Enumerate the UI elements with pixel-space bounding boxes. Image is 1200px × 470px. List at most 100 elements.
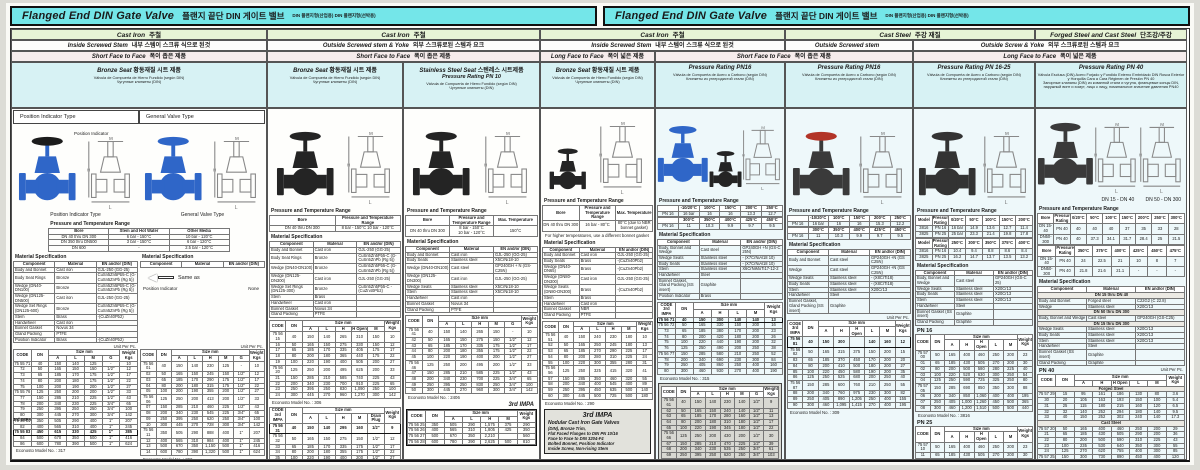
table-row: Stem Stainless steel X20Cr13 — [915, 297, 1033, 304]
table-row: Body Seats Stainless steel - (X8CrTi18) — [787, 281, 911, 288]
table-row: 75 56 32 50 165 150 275 150 1/2" 12 — [268, 433, 402, 445]
table-row: DN 600-2.5 bar - 120°C — [48, 245, 230, 252]
econosto-model: Econosto Model No. : 306 — [272, 399, 322, 405]
table-row: 75 56 81 40 150 300 140 160 12 — [786, 336, 912, 348]
table-row: Body Seats Stainless steel - (X7CrNiAl18 1… — [657, 260, 783, 268]
valve-photo — [412, 128, 471, 206]
size-table-pn16: CODE DN Size mm Weight Kgs A H H Open L M 75 57 0… — [915, 333, 1033, 412]
table-row: 703004452706953003/4"148 — [661, 457, 779, 459]
valve-drawing — [347, 132, 394, 206]
table-row: 75 56 82 50 165 315 375 150 200 15 — [786, 346, 912, 359]
table-row: Wedge Seats Stainless steel X5CrNi18-10 — [405, 283, 538, 291]
pressure-temperature-table-b: 300°C 350°C 400°C 425°C 450°C PN 16 11 10.3 9.9 9… — [787, 227, 911, 240]
table-row: Component Material EN and/or (DIN) — [139, 260, 266, 268]
tab-position-indicator-type: Position Indicator Type — [13, 110, 139, 124]
table-row: CODE DN Size mm Weight Kgs — [140, 349, 265, 362]
valve-photo — [549, 146, 587, 196]
table-row: 23 250 395 250 830 1,090 250 100 — [268, 386, 402, 394]
table-row: DN 40 thru DN 300 8 bar - 150°C 10 bar - … — [405, 225, 538, 237]
band-material-cast-iron-3: Cast Iron 주철 — [540, 29, 785, 40]
page-title-korean: 플랜지 끝단 DIN 게이트 밸브 — [775, 11, 878, 21]
table-row: Bore Pressure and Temperature Range — [269, 214, 401, 227]
table-row: Component Material EN and/or (DIN) — [787, 248, 911, 256]
material-spec-table: Component Material EN and/or (DIN) Body and… — [12, 260, 139, 344]
table-row: CODE DN Size mm Weight Kgs — [1036, 374, 1186, 387]
table-row: Bonnet Gasket (SS insert) Graphite — [915, 308, 1033, 320]
pressure-temperature-table-a: -10/20°C 100°C 150°C 200°C 250°C PN 16 16 bar 1… — [657, 205, 783, 218]
table-row: 75 56 61 40 150 140 230 140 1/2" 9 — [661, 397, 779, 409]
table-row: CODE DN Size mm Weight Kgs — [13, 349, 138, 362]
valve-photo — [657, 118, 709, 196]
tab-general-valve-type: General Valve Type — [139, 110, 265, 124]
table-row: DN50-300 PN 40 40 37.3 34.1 31.7 28.4 25 21.5 — [1036, 233, 1186, 246]
table-row: Body Seats Stainless steel X5CrNi18-10 — [405, 257, 538, 264]
table-row: 60 300 445 500 725 500 180 — [542, 392, 653, 400]
title-bar-left: Flanged End DIN Gate Valve 플랜지 끝단 DIN 게이… — [10, 6, 597, 26]
product-header-col8: Pressure Rating PN 40 Válvula Esclusa (D… — [1035, 62, 1187, 108]
table-row: Wedge Seats Stainless steel - (X7CrNiAl18 … — [657, 254, 783, 262]
table-row: CODE DN Size mm Weight Kgs — [915, 333, 1033, 351]
table-row: 300°C 350°C 400°C 425°C 450°C — [657, 217, 783, 225]
table-row: Model Pressure Rating 250°C 300°C 350°C 375°C… — [915, 237, 1033, 250]
table-row: 50 300 445 270 960 300 3/4" 142 — [405, 387, 538, 395]
table-row: 75 57 05 150 285 690 850 350 300 88 — [915, 382, 1033, 395]
same-as-note: Same as — [148, 273, 265, 282]
table-row: 75 56 06 125 250 200 413 200 1/2" 33 — [140, 393, 265, 406]
valve-drawing — [484, 132, 531, 206]
table-row: DN 40 thru DN 300 6 bar - 150°C 10 bar - 1… — [48, 233, 230, 241]
page-title: Flanged End DIN Gate Valve — [615, 10, 768, 22]
material-title: Material Specification — [271, 234, 323, 241]
material-title: Material Specification — [659, 231, 711, 238]
valve-drawing — [599, 122, 646, 196]
size-table-1: CODE DN Size mm Weight Kgs A L H M G 75 56 41 40 15… — [405, 315, 538, 395]
table-row: DN 40 thru DN 300 8 bar - 150°C 10 bar - … — [269, 225, 401, 233]
product-header-col6: Pressure Rating PN16 Válvula de Compuert… — [785, 62, 913, 108]
table-row: Gland Packing PTFE — [269, 311, 401, 318]
table-row: DN50-300 PN 40 21.8 21.6 21.1- - - — [1036, 266, 1186, 278]
table-row: 75 56 66 125 250 200 430 200 1/2" 30 — [661, 430, 779, 442]
table-row: Body, Bonnet and Wedge Cast steel GP240GH … — [657, 244, 783, 256]
band-face-long-1: Long Face to Face 폭이 넓은 제품 — [540, 51, 655, 62]
table-row: CODE DN Size mm Weight Kgs — [542, 320, 653, 334]
band-material-forged-steel: Forged Steel and Cast Steel 단조강/주강 — [1035, 29, 1187, 40]
material-title-2: Material Specification — [142, 253, 194, 260]
econosto-model: Econosto Model No. : 292 — [143, 456, 193, 460]
material-spec-table: Component Material EN and/or (DIN) Body, Bo… — [915, 269, 1033, 326]
table-row: 90 300 460 1,095 1,415 270 400 195 — [786, 401, 912, 409]
table-row: 75 56 51 40 150 240 230 180 10 — [542, 332, 653, 344]
table-row: 86 125 250 525 680 200 250 40 — [786, 374, 912, 381]
table-row: 47 150 285 210 585 225 1/2" 43 — [405, 370, 538, 377]
table-row: 33 65 185 170 335 175 1/2" 17 — [268, 443, 402, 451]
valve-drawing — [213, 137, 260, 211]
table-row: DN 40 thru DN 300 16 bar - 80°C 80°C (due … — [542, 220, 653, 232]
material-title: Material Specification — [544, 239, 596, 246]
column-cast-steel-pn16-25: Pressure and Temperature Range Model Pres… — [913, 108, 1035, 460]
table-row: Model Pressure Rating 0/20°C 50°C 100°C 150°C… — [915, 214, 1033, 227]
band-material-cast-steel: Cast Steel 주강 재질 — [785, 29, 1035, 40]
table-row: -10/20°C 100°C 150°C 200°C 250°C — [787, 215, 911, 222]
table-row: Bonnet Gasket, Gland Packing (SS insert)… — [657, 277, 783, 294]
table-row: Wedge (DN40-DN100) Bronze CuSn5Zn5Pb5-C (G… — [12, 282, 139, 295]
table-row: DN 15-40 PN 40 40 40 40 37 35 33 28 — [1036, 223, 1186, 235]
catalog-grid: Cast Iron 주철 Cast Iron 주철 Cast Iron 주철 Cast… — [10, 28, 1190, 462]
material-spec-table: Component Material EN and/or (DIN) DN 15 th… — [1037, 286, 1185, 367]
material-spec-table: Component Material EN and/or (DIN) Body and… — [405, 245, 538, 314]
table-row: 08 300 460 1,200 1,510 500 500 440 — [915, 404, 1033, 412]
table-row: Bore Stem and Hot Water Other Media — [48, 228, 230, 235]
column-bronze-seat-inside-short: Position Indicator Type General Valve Ty… — [11, 108, 267, 460]
catalog-sheet: Flanged End DIN Gate Valve 플랜지 끝단 DIN 게이… — [6, 3, 1194, 465]
econosto-model: Econosto Model No. : 290 — [545, 400, 595, 406]
table-row: 75 56 87 150 285 600 760 210 250 55 — [786, 379, 912, 392]
ptr-title: Pressure and Temperature Range — [789, 208, 869, 214]
table-row: Wedge (DN125-DN300) Cast iron GJL-250 (GG-… — [405, 273, 538, 285]
table-row: CODE DN Size mm Weight Kgs — [661, 385, 779, 399]
material-title: Material Specification — [15, 253, 67, 260]
size-table-2: CODE DN Size mm Weight Kgs A L H M G 75 56 61 40 15… — [661, 385, 779, 459]
table-row: Bore Pressure and Temperature Range Max. T… — [542, 204, 653, 222]
table-row: 65 100 220 190 345 180 1/2" 22 — [661, 424, 779, 432]
ptr-title: Pressure and Temperature Range — [407, 208, 487, 214]
size-table-impa: CODE DN Size mm Weight Kgs A L H M 75 56 25 350 50… — [406, 410, 537, 446]
table-row: 75 56 41 40 150 140 265 150-10 — [405, 326, 538, 339]
